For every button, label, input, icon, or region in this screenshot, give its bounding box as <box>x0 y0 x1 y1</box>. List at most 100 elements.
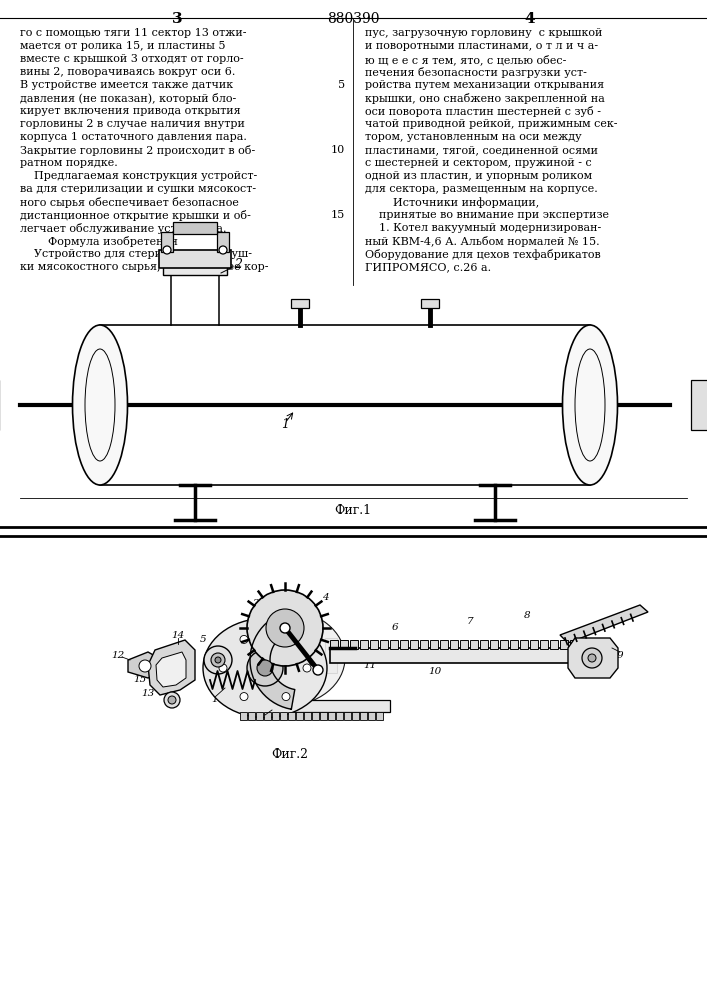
Bar <box>325 638 337 673</box>
Bar <box>550 640 558 649</box>
Text: вместе с крышкой 3 отходят от горло-: вместе с крышкой 3 отходят от горло- <box>20 54 244 64</box>
Text: ю щ е е с я тем, ято, с целью обес-: ю щ е е с я тем, ято, с целью обес- <box>365 54 566 65</box>
Text: ного сырья обеспечивает безопасное: ного сырья обеспечивает безопасное <box>20 197 239 208</box>
Text: мается от ролика 15, и пластины 5: мается от ролика 15, и пластины 5 <box>20 41 226 51</box>
Bar <box>380 640 388 649</box>
Bar <box>500 640 508 649</box>
Polygon shape <box>250 622 295 709</box>
Text: ГИПРОМЯСО, с.26 а.: ГИПРОМЯСО, с.26 а. <box>365 262 491 272</box>
Text: 2: 2 <box>252 598 258 607</box>
Text: ва для стерилизации и сушки мясокост-: ва для стерилизации и сушки мясокост- <box>20 184 256 194</box>
Bar <box>570 640 578 649</box>
Bar <box>248 712 255 720</box>
Text: ный КВМ-4,6 А. Альбом нормалей № 15.: ный КВМ-4,6 А. Альбом нормалей № 15. <box>365 236 600 247</box>
Bar <box>350 640 358 649</box>
Text: 16: 16 <box>258 714 271 722</box>
Text: Источники информации,: Источники информации, <box>365 197 539 208</box>
Circle shape <box>303 664 311 672</box>
Text: крышки, оно снабжено закрепленной на: крышки, оно снабжено закрепленной на <box>365 93 605 104</box>
Bar <box>560 640 568 649</box>
Bar <box>304 712 311 720</box>
Text: легчает обслуживание устройства.: легчает обслуживание устройства. <box>20 223 226 234</box>
Text: 15: 15 <box>331 210 345 220</box>
Bar <box>256 712 263 720</box>
Bar <box>430 640 438 649</box>
Bar <box>163 266 227 275</box>
Bar <box>480 640 488 649</box>
Circle shape <box>247 590 323 666</box>
Bar <box>410 640 418 649</box>
Text: 4: 4 <box>322 593 328 602</box>
Bar <box>296 712 303 720</box>
Text: 7: 7 <box>467 617 473 626</box>
Circle shape <box>240 693 248 701</box>
Bar <box>360 712 367 720</box>
Bar <box>159 250 231 268</box>
Bar <box>240 700 390 712</box>
Bar <box>520 640 528 649</box>
Text: для сектора, размещенным на корпусе.: для сектора, размещенным на корпусе. <box>365 184 597 194</box>
Text: тором, установленным на оси между: тором, установленным на оси между <box>365 132 582 142</box>
Circle shape <box>204 646 232 674</box>
Text: печения безопасности разгрузки уст-: печения безопасности разгрузки уст- <box>365 67 587 78</box>
Text: с шестерней и сектором, пружиной - с: с шестерней и сектором, пружиной - с <box>365 158 592 168</box>
Circle shape <box>313 665 323 675</box>
Circle shape <box>282 693 290 701</box>
Text: и поворотными пластинами, о т л и ч а-: и поворотными пластинами, о т л и ч а- <box>365 41 598 51</box>
Ellipse shape <box>203 618 327 718</box>
Text: 5: 5 <box>338 80 345 90</box>
Circle shape <box>247 650 283 686</box>
Bar <box>336 712 343 720</box>
Circle shape <box>211 653 225 667</box>
Text: 3: 3 <box>172 12 182 26</box>
Text: горловины 2 в случае наличия внутри: горловины 2 в случае наличия внутри <box>20 119 245 129</box>
Polygon shape <box>148 640 195 695</box>
Bar <box>264 712 271 720</box>
Text: чатой приводной рейкой, прижимным сек-: чатой приводной рейкой, прижимным сек- <box>365 119 617 129</box>
Circle shape <box>168 696 176 704</box>
Circle shape <box>280 623 290 633</box>
Text: оси поворота пластин шестерней с зуб -: оси поворота пластин шестерней с зуб - <box>365 106 601 117</box>
Bar <box>272 712 279 720</box>
Circle shape <box>139 660 151 672</box>
Bar <box>470 640 478 649</box>
Text: 15: 15 <box>134 674 146 684</box>
Bar <box>510 640 518 649</box>
Polygon shape <box>568 638 618 678</box>
Bar <box>217 232 229 252</box>
Bar <box>100 325 590 485</box>
Text: В устройстве имеется также датчик: В устройстве имеется также датчик <box>20 80 233 90</box>
Polygon shape <box>560 605 648 643</box>
Bar <box>328 712 335 720</box>
Text: 1: 1 <box>281 418 289 432</box>
Circle shape <box>282 635 290 643</box>
Text: Фиг.2: Фиг.2 <box>271 748 308 761</box>
Bar <box>288 712 295 720</box>
Text: Оборудование для цехов техфабрикатов: Оборудование для цехов техфабрикатов <box>365 249 601 260</box>
Text: 3: 3 <box>280 603 286 612</box>
Bar <box>240 712 247 720</box>
Text: дистанционное открытие крышки и об-: дистанционное открытие крышки и об- <box>20 210 251 221</box>
Text: ратном порядке.: ратном порядке. <box>20 158 118 168</box>
Ellipse shape <box>225 610 345 706</box>
Text: 11: 11 <box>363 660 377 670</box>
Circle shape <box>219 246 227 254</box>
Circle shape <box>266 609 304 647</box>
Bar <box>368 712 375 720</box>
Text: пластинами, тягой, соединенной осями: пластинами, тягой, соединенной осями <box>365 145 598 155</box>
Bar <box>161 232 173 252</box>
Text: 14: 14 <box>171 632 185 641</box>
Text: принятые во внимание при экспертизе: принятые во внимание при экспертизе <box>365 210 609 220</box>
Circle shape <box>582 648 602 668</box>
Text: ки мясокостного сырья, включающее кор-: ки мясокостного сырья, включающее кор- <box>20 262 269 272</box>
Bar <box>490 640 498 649</box>
Text: корпуса 1 остаточного давления пара.: корпуса 1 остаточного давления пара. <box>20 132 247 142</box>
Text: Предлагаемая конструкция устройст-: Предлагаемая конструкция устройст- <box>20 171 257 181</box>
Bar <box>360 640 368 649</box>
Text: Фиг.1: Фиг.1 <box>334 504 372 517</box>
Text: ройства путем механизации открывания: ройства путем механизации открывания <box>365 80 604 90</box>
Circle shape <box>219 664 227 672</box>
Bar <box>370 640 378 649</box>
Bar <box>691 380 707 430</box>
Bar <box>344 712 351 720</box>
